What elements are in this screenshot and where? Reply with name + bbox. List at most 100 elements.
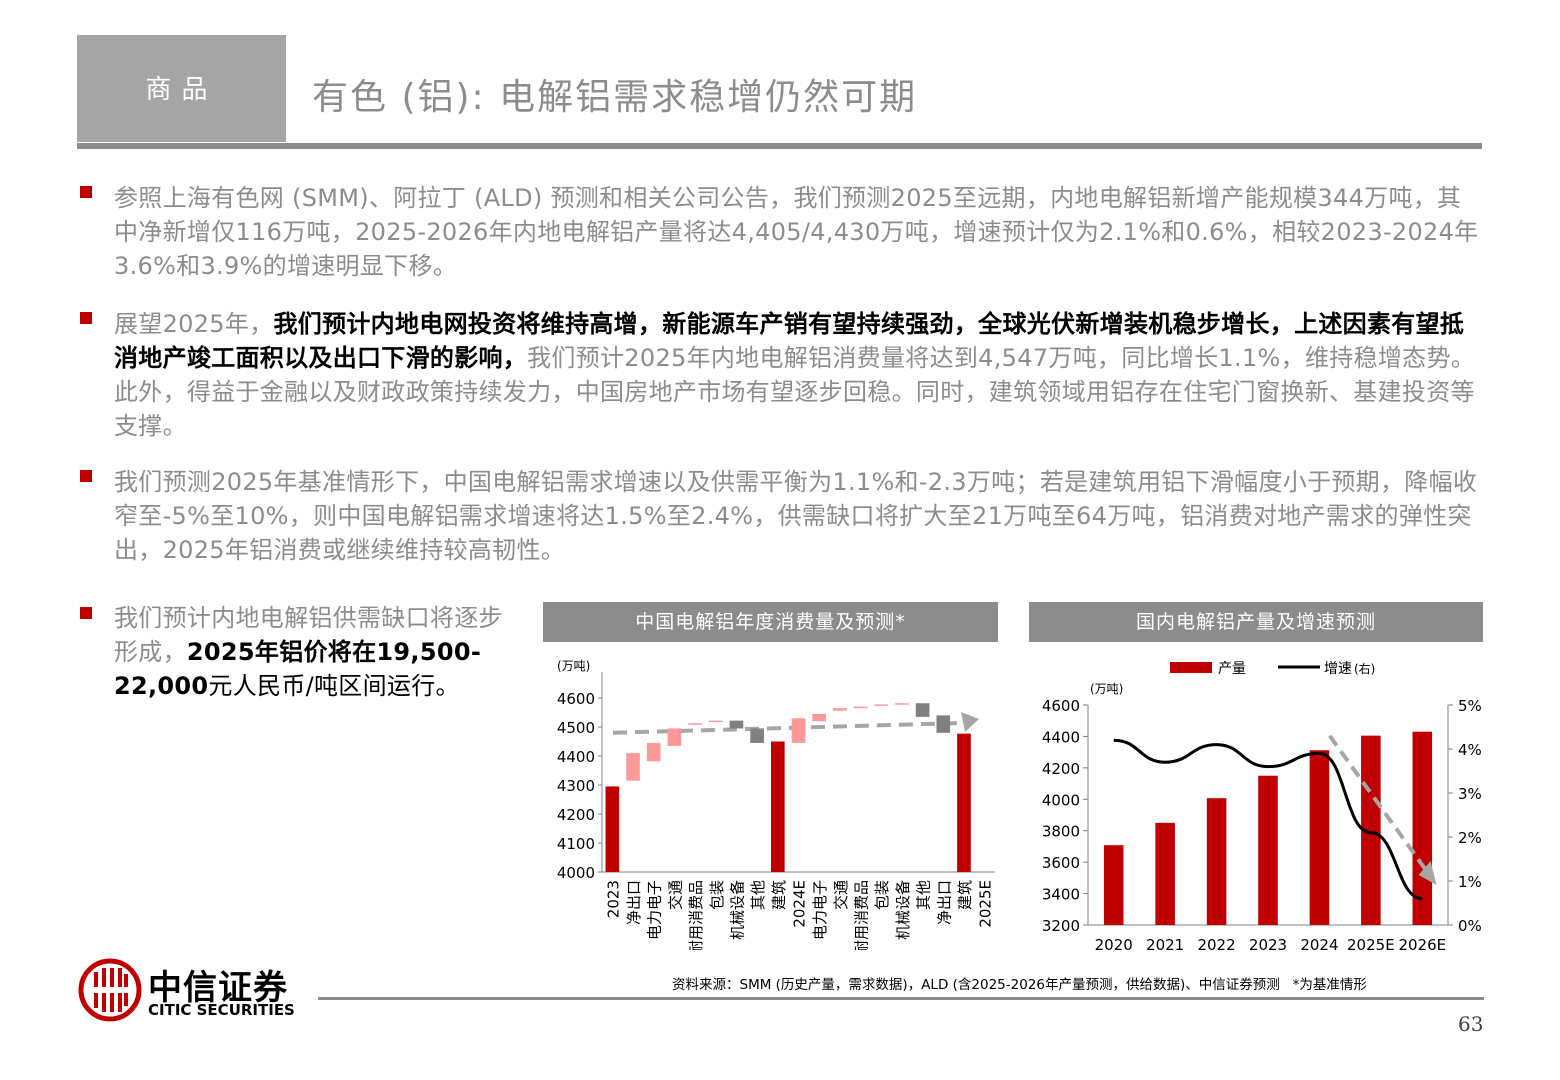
paragraph-4: 我们预计内地电解铝供需缺口将逐步形成，2025年铝价将在19,500-22,00…: [114, 601, 514, 703]
y-tick-label: 4400: [1042, 728, 1080, 746]
x-category-label: 电力电子: [646, 880, 664, 940]
header-divider: [77, 143, 1482, 149]
y-tick-label: 4600: [557, 690, 595, 708]
legend-line-axis: (右): [1354, 661, 1375, 676]
page-number: 63: [1458, 1012, 1484, 1036]
y-axis-unit: (万吨): [1090, 682, 1123, 696]
waterfall-bar-increase: [791, 718, 806, 743]
y2-tick-label: 4%: [1458, 741, 1482, 759]
section-tag: 商品: [77, 35, 286, 142]
x-category-label: 2022: [1197, 936, 1235, 954]
x-category-label: 2024E: [791, 880, 809, 928]
x-category-label: 包装: [873, 880, 891, 910]
x-category-label: 交通: [832, 880, 850, 910]
waterfall-bar-increase: [646, 742, 661, 762]
y-tick-label: 4600: [1042, 697, 1080, 715]
x-category-label: 其他: [749, 880, 767, 910]
bullet-marker: [80, 607, 92, 619]
chart1-title: 中国电解铝年度消费量及预测*: [543, 602, 998, 642]
waterfall-bar-decrease: [915, 703, 930, 717]
x-category-label: 净出口: [625, 880, 643, 925]
x-category-label: 交通: [666, 880, 684, 910]
x-category-label: 2025E: [1347, 936, 1395, 954]
x-category-label: 建筑: [770, 880, 788, 910]
chart2-title: 国内电解铝产量及增速预测: [1029, 602, 1483, 642]
waterfall-bar-increase: [708, 720, 723, 723]
x-category-label: 2020: [1095, 936, 1133, 954]
bullet-marker: [80, 470, 92, 482]
waterfall-bar-total: [605, 786, 620, 872]
paragraph-4-bold: 2025年铝价将在19,500-22,000: [114, 638, 482, 700]
y-tick-label: 4200: [557, 806, 595, 824]
y-tick-label: 4100: [557, 835, 595, 853]
waterfall-bar-decrease: [750, 728, 764, 743]
y-tick-label: 4300: [557, 777, 595, 795]
waterfall-bar-increase: [833, 708, 847, 711]
production-bar: [1309, 750, 1330, 925]
waterfall-bar-increase: [812, 713, 827, 722]
legend-line-label: 增速: [1324, 661, 1352, 677]
x-category-label: 2021: [1146, 936, 1184, 954]
waterfall-bar-increase: [667, 728, 682, 746]
citic-logo-icon: [78, 958, 142, 1022]
paragraph-2-lead: 展望2025年，: [114, 310, 274, 338]
legend-bar-swatch: [1170, 662, 1212, 673]
x-category-label: 其他: [915, 880, 933, 910]
trend-arrow-line: [612, 721, 964, 735]
x-category-label: 耐用消费品: [687, 880, 705, 950]
y-tick-label: 3400: [1042, 886, 1080, 904]
logo-english: CITIC SECURITIES: [148, 1001, 295, 1019]
growth-line: [1113, 738, 1423, 901]
trend-arrow-line: [1328, 734, 1429, 873]
footnote-text: *为基准情形: [1292, 977, 1367, 993]
paragraph-4-lead: 我们预计内地电解铝供需缺口将逐步形成，: [114, 604, 503, 666]
bullet-marker: [80, 186, 92, 198]
x-category-label: 电力电子: [811, 880, 829, 940]
source-text: 资料来源：SMM (历史产量，需求数据)，ALD (含2025-2026年产量预…: [672, 977, 1280, 993]
legend-bar-label: 产量: [1218, 661, 1246, 677]
y2-tick-label: 2%: [1458, 829, 1482, 847]
production-bar: [1155, 822, 1175, 925]
paragraph-2-rest: 我们预计2025年内地电解铝消费量将达到4,547万吨，同比增长1.1%，维持稳…: [114, 344, 1476, 440]
waterfall-bar-increase: [626, 753, 640, 781]
waterfall-bar-increase: [688, 723, 702, 725]
x-category-label: 2024: [1300, 936, 1338, 954]
section-label: 商品: [145, 75, 218, 105]
source-note: 资料来源：SMM (历史产量，需求数据)，ALD (含2025-2026年产量预…: [672, 973, 1367, 993]
x-category-label: 耐用消费品: [853, 880, 871, 950]
x-category-label: 2023: [604, 880, 622, 918]
y-tick-label: 4200: [1042, 760, 1080, 778]
y-tick-label: 3600: [1042, 854, 1080, 872]
production-chart: 产量 增速 (右) (万吨) 3200 3400 3600 3800 4000 4200 4400 4…: [1042, 661, 1482, 954]
y2-tick-label: 3%: [1458, 785, 1482, 803]
waterfall-bar-increase: [853, 706, 868, 709]
y2-tick-label: 0%: [1458, 917, 1482, 935]
paragraph-2: 展望2025年，我们预计内地电网投资将维持高增，新能源车产销有望持续强劲，全球光…: [114, 307, 1484, 443]
trend-arrow-head: [1418, 861, 1437, 885]
waterfall-bar-increase: [874, 704, 889, 706]
waterfall-bar-decrease: [729, 720, 744, 729]
waterfall-bar-increase: [895, 703, 909, 705]
waterfall-bar-total: [957, 733, 971, 872]
y2-tick-label: 1%: [1458, 873, 1482, 891]
waterfall-chart: (万吨)40004100420043004400450046002023 净出口电…: [557, 659, 995, 950]
paragraph-3: 我们预测2025年基准情形下，中国电解铝需求增速以及供需平衡为1.1%和-2.3…: [114, 468, 1478, 564]
paragraph-1: 参照上海有色网 (SMM)、阿拉丁 (ALD) 预测和相关公司公告，我们预测20…: [114, 184, 1479, 280]
footer-divider: [318, 997, 1484, 1000]
x-category-label: 建筑: [956, 880, 974, 910]
y-tick-label: 4400: [557, 748, 595, 766]
y-tick-label: 3200: [1042, 917, 1080, 935]
y-tick-label: 3800: [1042, 823, 1080, 841]
x-category-label: 2026E: [1398, 936, 1446, 954]
y2-tick-label: 5%: [1458, 697, 1482, 715]
page-title: 有色 (铝): 电解铝需求稳增仍然可期: [312, 77, 918, 118]
production-bar: [1206, 798, 1227, 925]
y-tick-label: 4000: [1042, 791, 1080, 809]
x-category-label: 净出口: [935, 880, 953, 925]
logo-chinese: 中信证券: [148, 968, 288, 1008]
y-tick-label: 4500: [557, 719, 595, 737]
waterfall-bar-decrease: [936, 715, 951, 733]
trend-arrow-head: [961, 712, 979, 732]
x-category-label: 机械设备: [728, 880, 746, 940]
y-tick-label: 4000: [557, 864, 595, 882]
